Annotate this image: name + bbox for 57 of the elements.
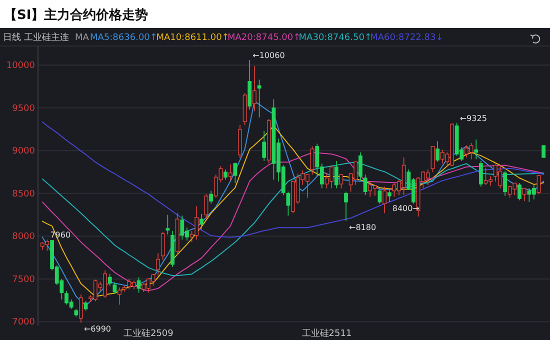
candlestick [339, 174, 344, 189]
y-tick-label: 8000 [12, 232, 36, 242]
candlestick [382, 186, 387, 214]
candlestick [166, 214, 170, 235]
candlestick [228, 164, 232, 181]
y-tick-label: 7500 [12, 274, 36, 285]
candlestick [224, 169, 228, 180]
x-tick-label: 工业硅2509 [123, 328, 174, 339]
text: MA30:8746.50↑ [298, 33, 372, 43]
annotation: ←6990 [84, 324, 112, 334]
candlestick [252, 66, 256, 112]
candlestick [233, 162, 238, 184]
chart-subtitle: 日线 工业硅主连 [3, 32, 69, 43]
annotation: ←9325 [460, 114, 487, 123]
candlestick [112, 282, 117, 294]
candlestick [430, 146, 435, 172]
candlestick [542, 145, 546, 158]
candlestick [79, 294, 83, 323]
candlestick [118, 287, 122, 306]
candlestick [310, 146, 314, 175]
line-series [42, 121, 544, 238]
text: MA20:8745.00↑ [228, 33, 301, 43]
candlestick [503, 170, 507, 196]
text: MA10:8611.00↑ [156, 33, 230, 43]
candlestick [518, 182, 522, 201]
text: MA5:8636.00↑ [90, 33, 158, 43]
y-tick-label: 9000 [12, 146, 36, 157]
candlestick [358, 152, 362, 181]
candlestick [522, 188, 526, 202]
candlestick [334, 160, 338, 189]
annotation: ←8180 [349, 222, 376, 232]
annotation: ←10060 [252, 50, 285, 60]
y-tick-label: 7000 [12, 318, 36, 328]
candlestick [262, 130, 266, 162]
text: MA60:8722.83↓ [370, 33, 444, 43]
candlestick [363, 174, 368, 196]
x-tick-label: 工业硅2511 [302, 328, 352, 339]
y-tick-label: 9500 [12, 104, 36, 114]
candlestick [536, 174, 541, 195]
candlestick [344, 191, 348, 222]
candlestick [387, 188, 392, 202]
y-tick-label: 8500 [12, 189, 36, 200]
candlestick [209, 190, 214, 204]
y-tick-label: 10000 [6, 61, 36, 72]
candlestick [160, 232, 165, 261]
chart-title: 【SI】主力合约价格走势 [4, 7, 148, 23]
line-series [42, 125, 544, 297]
candlestick [436, 140, 440, 162]
candlestick [199, 214, 204, 230]
candlestick [478, 160, 483, 187]
candlestick [378, 188, 382, 204]
candlestick [286, 191, 290, 216]
candlestick [108, 273, 112, 286]
legend-title: MA [75, 33, 90, 43]
candlestick [156, 252, 160, 276]
candlestick [204, 194, 208, 219]
candlestick [474, 139, 478, 160]
